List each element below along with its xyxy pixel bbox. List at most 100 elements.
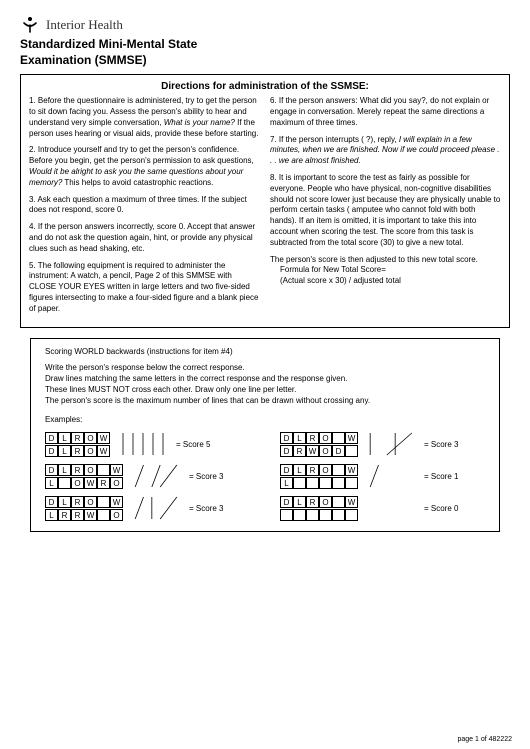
scoring-line: The person's score is the maximum number… [45,396,485,407]
directions-heading: Directions for administration of the SSM… [29,81,501,92]
letter-cell: R [293,445,306,457]
letter-cell: D [332,445,345,457]
letter-grid-row: DLROW [280,464,358,476]
direction-item: 5. The following equipment is required t… [29,261,260,315]
scoring-box: Scoring WORLD backwards (instructions fo… [30,338,500,533]
letter-grid-row: DLROW [45,445,110,457]
letter-cell: O [84,432,97,444]
letter-cell: W [306,445,319,457]
letter-cell: W [97,445,110,457]
letter-cell: D [45,464,58,476]
letter-cell: R [306,496,319,508]
brand-text: Interior Health [46,17,123,33]
letter-cell: D [280,432,293,444]
letter-grid-row: DRWOD [280,445,358,457]
letter-cell: L [280,477,293,489]
example-score: = Score 5 [176,440,210,449]
letter-grid-row: DLRO W [280,432,358,444]
title-line-2: Examination (SMMSE) [20,53,147,67]
example-row: DLROWDLROW = Score 5 [45,431,250,457]
example-row: DLROWDRWOD= Score 3 [280,431,485,457]
page-title: Standardized Mini-Mental State Examinati… [20,37,510,68]
letter-cell: O [110,509,123,521]
match-lines [131,495,181,521]
letter-grid-row: DLROW [280,496,358,508]
letter-cell [293,509,306,521]
grid-pair: DLROW [280,496,358,521]
logo-icon [20,15,40,35]
page-footer: page 1 of 482222 [458,736,513,743]
letter-cell: L [58,464,71,476]
letter-cell: R [306,464,319,476]
letter-cell: D [45,445,58,457]
letter-grid-row: LOWRO [45,477,123,489]
letter-cell [280,509,293,521]
scoring-line: These lines MUST NOT cross each other. D… [45,385,485,396]
examples-label: Examples: [45,415,485,426]
letter-cell: L [293,496,306,508]
letter-cell: O [319,496,332,508]
letter-cell: W [110,464,123,476]
grid-pair: DLROWL [280,464,358,489]
direction-item: 7. If the person interrupts ( ?), reply,… [270,135,501,167]
example-score: = Score 3 [189,472,223,481]
letter-cell: D [280,445,293,457]
letter-cell: R [71,509,84,521]
letter-cell [97,509,110,521]
header: Interior Health [20,15,510,35]
letter-cell: O [319,464,332,476]
letter-cell: L [58,496,71,508]
example-score: = Score 3 [189,504,223,513]
letter-cell: W [84,509,97,521]
title-line-1: Standardized Mini-Mental State [20,37,197,51]
scoring-heading: Scoring WORLD backwards (instructions fo… [45,347,485,358]
letter-grid-row: LRRWO [45,509,123,521]
example-row: DLROWLOWRO= Score 3 [45,463,250,489]
grid-pair: DLROWDRWOD [280,432,358,457]
letter-cell: R [306,432,319,444]
letter-cell: L [45,509,58,521]
letter-cell: D [280,464,293,476]
grid-pair: DLROWLOWRO [45,464,123,489]
direction-item: 6. If the person answers: What did you s… [270,96,501,128]
letter-cell: R [71,432,84,444]
letter-cell: W [345,432,358,444]
letter-grid-row [280,509,358,521]
letter-cell [306,477,319,489]
letter-cell: R [58,509,71,521]
letter-cell: O [110,477,123,489]
letter-grid-row: DLROW [45,496,123,508]
grid-pair: DLROWDLROW [45,432,110,457]
direction-item: 2. Introduce yourself and try to get the… [29,145,260,188]
letter-grid-row: DLROW [45,464,123,476]
letter-cell: O [84,464,97,476]
grid-pair: DLROWLRRWO [45,496,123,521]
letter-cell: W [110,496,123,508]
match-lines [131,463,181,489]
letter-cell [345,477,358,489]
letter-cell: L [58,445,71,457]
example-score: = Score 0 [424,504,458,513]
letter-cell [293,477,306,489]
letter-cell: L [58,432,71,444]
direction-item: 8. It is important to score the test as … [270,173,501,249]
letter-cell: R [97,477,110,489]
letter-cell [319,509,332,521]
letter-cell: D [280,496,293,508]
example-row: DLROWLRRWO= Score 3 [45,495,250,521]
letter-cell [345,445,358,457]
letter-cell: W [97,432,110,444]
letter-cell: W [84,477,97,489]
directions-box: Directions for administration of the SSM… [20,74,510,327]
letter-cell: O [319,445,332,457]
letter-cell: O [84,496,97,508]
letter-grid-row: L [280,477,358,489]
letter-cell: L [293,432,306,444]
directions-left-column: 1. Before the questionnaire is administe… [29,96,260,320]
letter-cell: L [45,477,58,489]
direction-item: 1. Before the questionnaire is administe… [29,96,260,139]
directions-columns: 1. Before the questionnaire is administe… [29,96,501,320]
letter-cell [332,464,345,476]
letter-cell: O [319,432,332,444]
letter-cell: O [71,477,84,489]
